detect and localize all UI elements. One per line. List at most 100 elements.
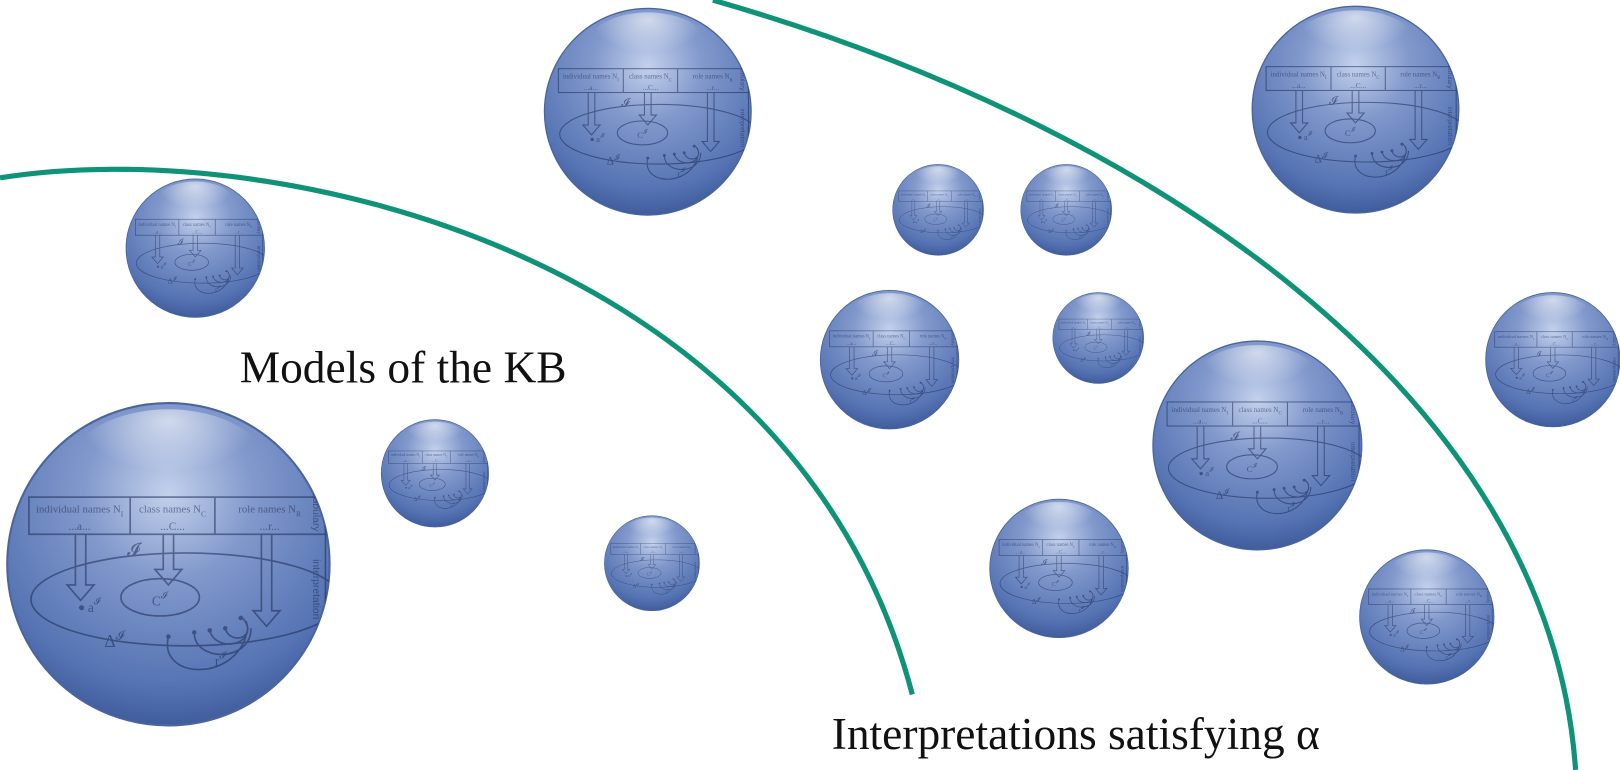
column-item: ...C...	[1350, 82, 1366, 90]
column-item: ...a...	[1511, 342, 1520, 347]
individual-label-sup: 𝓘	[163, 261, 167, 266]
sphere-highlight	[70, 409, 267, 523]
role-dot	[1058, 598, 1060, 601]
concept-label: C𝓘	[1094, 346, 1100, 351]
concept-label-base: C	[1094, 347, 1097, 351]
vocabulary-label: vocabulary	[1106, 187, 1110, 202]
domain-label-sup: 𝓘	[1531, 387, 1536, 393]
arrow	[1094, 555, 1108, 596]
column-item: ...a...	[584, 84, 598, 92]
individual-label: a𝓘	[1393, 631, 1399, 639]
individual-label: a𝓘	[161, 261, 168, 270]
concept-label-sup: 𝓘	[1351, 127, 1356, 134]
concept-label-base: C	[647, 571, 650, 576]
interpretation-label: interpretation	[739, 108, 746, 147]
sphere: individual names NI...a...class names NC…	[1485, 292, 1620, 428]
vocabulary-label: vocabulary	[951, 324, 956, 346]
mapping-symbol: 𝓘	[1536, 349, 1543, 358]
domain-label: Δ𝓘	[1080, 356, 1086, 363]
role-dot	[434, 496, 436, 499]
role-dot	[453, 493, 455, 496]
column-name-sub: R	[250, 225, 253, 229]
domain-label-base: Δ	[1526, 387, 1531, 396]
interpretation-label: interpretation	[1106, 208, 1110, 225]
sphere-highlight	[622, 517, 681, 552]
vocabulary-label: vocabulary	[482, 446, 486, 463]
column-name: individual names NI	[1061, 320, 1086, 325]
column-item: ...C...	[432, 459, 440, 463]
role-dot	[682, 151, 686, 155]
column-name: role names NR	[673, 545, 692, 550]
vocabulary-label: vocabulary	[978, 187, 982, 202]
role-label-sup: 𝓘	[219, 651, 227, 661]
role-dot	[668, 581, 670, 583]
concept-extension	[868, 365, 904, 383]
role-dot	[1390, 149, 1394, 153]
concept-label-base: C	[1052, 582, 1056, 588]
domain-label-sup: 𝓘	[116, 629, 126, 643]
role-dot	[1113, 355, 1115, 357]
mapping-symbol: 𝓘	[1231, 429, 1241, 443]
interpretation-label: interpretation	[310, 559, 321, 620]
individual-dot	[1199, 471, 1203, 476]
domain-label: Δ𝓘	[1048, 228, 1054, 235]
mapping-symbol: 𝓘	[421, 466, 426, 473]
arrow	[429, 463, 441, 481]
individual-label-base: a	[596, 134, 600, 144]
column-name-base: role names N	[1456, 591, 1481, 596]
individual-label-base: a	[161, 265, 164, 271]
concept-extension	[1406, 622, 1441, 639]
role-dot	[1582, 381, 1584, 384]
concept-extension	[637, 567, 662, 579]
vocabulary-label: vocabulary	[694, 539, 698, 554]
arrow	[700, 92, 721, 153]
domain	[1167, 437, 1362, 499]
column-name-sub: R	[690, 548, 692, 550]
concept-label: C𝓘	[1247, 463, 1258, 475]
domain-label: Δ𝓘	[168, 276, 178, 285]
individual-label: a𝓘	[855, 373, 862, 382]
role-dot	[1072, 228, 1075, 230]
domain	[999, 563, 1129, 604]
role-loops	[1065, 224, 1090, 240]
arrow	[1420, 604, 1434, 627]
role-dot	[1425, 646, 1428, 649]
role-label: r𝓘	[666, 589, 670, 594]
column-name-base: individual names N	[1372, 591, 1408, 596]
role-label: r𝓘	[450, 502, 455, 508]
mapping-symbol: 𝓘	[621, 95, 631, 109]
role-label-base: r	[678, 169, 681, 179]
domain-label: Δ𝓘	[1400, 644, 1410, 653]
individual-dot	[1020, 585, 1023, 589]
domain	[1266, 101, 1459, 163]
concept-label-sup: 𝓘	[432, 482, 435, 486]
role-label-sup: 𝓘	[1081, 605, 1085, 610]
concept-label-base: C	[429, 483, 432, 488]
role-loops	[937, 224, 962, 240]
arrow	[462, 463, 473, 495]
individual-label-sup: 𝓘	[1522, 373, 1526, 377]
concept-label-sup: 𝓘	[192, 259, 196, 264]
sphere-highlight	[910, 166, 966, 199]
column-name-base: role names N	[1400, 71, 1437, 79]
individual-dot	[1041, 221, 1043, 223]
role-dot	[1380, 150, 1384, 154]
role-dot	[458, 490, 460, 493]
column-item: ...C...	[1096, 325, 1103, 329]
arrow	[1247, 426, 1268, 460]
arrow	[1461, 604, 1475, 644]
sphere: individual names NI...a...class names NC…	[6, 402, 331, 727]
concept-label-sup: 𝓘	[650, 571, 653, 574]
role-label-sup: 𝓘	[667, 589, 670, 592]
concept-label-sup: 𝓘	[1096, 346, 1099, 349]
column-name-base: individual names N	[1172, 406, 1227, 414]
arrow	[1408, 90, 1429, 151]
arrow	[676, 554, 686, 582]
interpretation-label: interpretation	[1486, 615, 1491, 641]
column-name-base: individual names N	[1002, 543, 1039, 548]
concept-label: C𝓘	[1052, 579, 1060, 588]
role-dot	[1292, 485, 1296, 489]
individual-dot	[79, 605, 85, 611]
column-name-base: role names N	[1582, 334, 1607, 339]
